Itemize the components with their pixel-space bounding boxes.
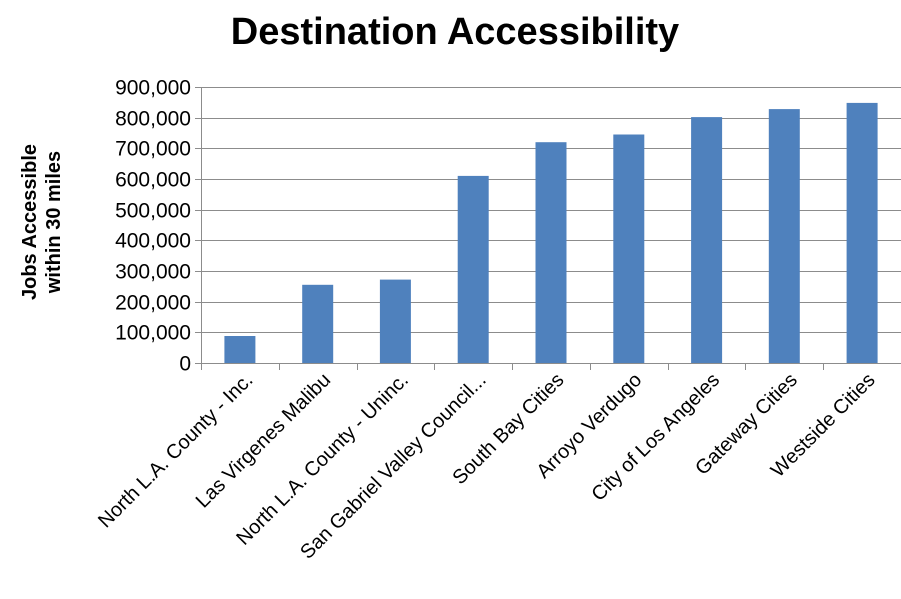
y-axis-title-line-2: within 30 miles: [43, 151, 65, 294]
y-tick-label: 400,000: [115, 230, 191, 253]
y-tick-label: 700,000: [115, 138, 191, 161]
bar: [457, 175, 489, 363]
chart-title: Destination Accessibility: [231, 11, 679, 53]
y-tick-label: 500,000: [115, 200, 191, 223]
y-axis-title-line-1: Jobs Accessible: [19, 144, 41, 300]
x-axis-ticks: North L.A. County - Inc.Las Virgenes Mal…: [94, 363, 880, 563]
y-tick-label: 300,000: [115, 261, 191, 284]
y-tick-label: 900,000: [115, 77, 191, 100]
bar: [613, 134, 645, 363]
y-tick-label: 0: [179, 353, 191, 376]
x-tick-label: City of Los Angeles: [587, 369, 724, 506]
y-tick-label: 200,000: [115, 292, 191, 315]
bar: [224, 336, 256, 363]
y-tick-label: 800,000: [115, 108, 191, 131]
bar: [691, 117, 723, 363]
y-axis-ticks: 0 100,000 200,000 300,000 400,000 500,000 600,…: [115, 77, 201, 376]
axes: [201, 87, 901, 364]
x-tick-label: North L.A. County - Inc.: [94, 369, 257, 532]
y-tick-label: 600,000: [115, 169, 191, 192]
bar: [379, 279, 411, 363]
y-tick-label: 100,000: [115, 322, 191, 345]
bar: [846, 102, 878, 364]
y-axis-title: Jobs Accessible within 30 miles: [19, 144, 65, 300]
bar: [302, 284, 334, 363]
x-tick-label: Las Virgenes Malibu: [192, 369, 335, 512]
bar: [768, 109, 800, 363]
bars: [224, 102, 878, 364]
bar: [535, 142, 567, 363]
